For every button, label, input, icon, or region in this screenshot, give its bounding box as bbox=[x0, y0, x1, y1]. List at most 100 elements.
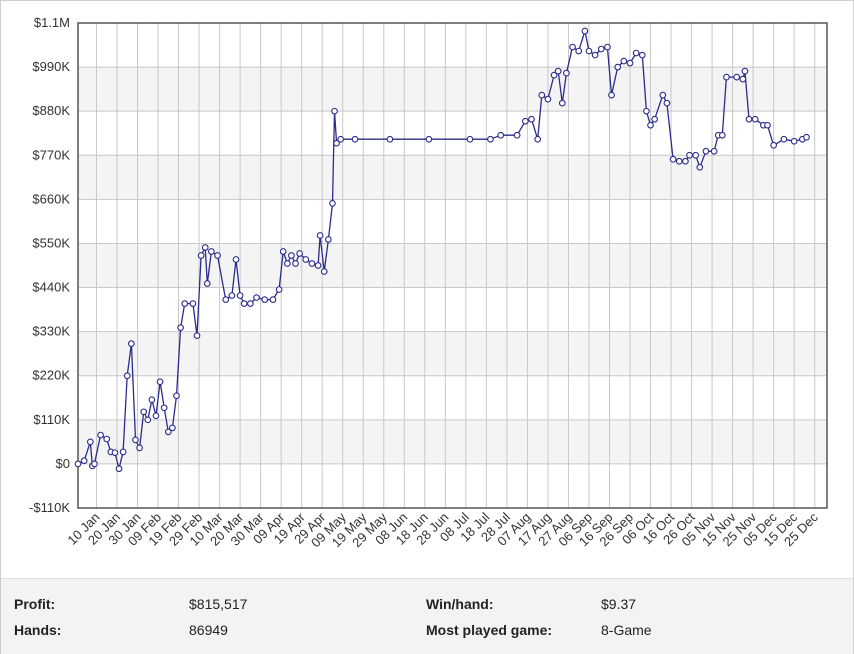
data-point bbox=[308, 260, 316, 267]
data-point bbox=[528, 115, 535, 123]
data-point bbox=[164, 428, 172, 436]
data-point bbox=[169, 424, 176, 432]
data-point bbox=[193, 332, 201, 339]
data-point bbox=[803, 133, 810, 141]
data-point bbox=[702, 147, 710, 155]
data-point bbox=[597, 45, 605, 53]
data-point bbox=[626, 59, 634, 67]
data-point bbox=[288, 252, 295, 259]
data-point bbox=[331, 107, 338, 115]
data-point bbox=[197, 252, 205, 259]
data-point bbox=[128, 340, 135, 348]
profit-label: Profit: bbox=[14, 596, 56, 612]
data-point bbox=[764, 121, 771, 129]
data-point bbox=[733, 73, 741, 81]
data-point bbox=[554, 67, 562, 75]
data-point bbox=[696, 163, 704, 171]
data-point bbox=[739, 75, 747, 83]
data-point bbox=[614, 63, 622, 71]
data-point bbox=[283, 260, 291, 267]
data-point bbox=[156, 378, 164, 386]
data-point bbox=[152, 412, 160, 420]
data-point bbox=[333, 139, 340, 147]
data-point bbox=[320, 268, 328, 275]
data-point bbox=[119, 448, 127, 456]
data-point bbox=[538, 91, 546, 99]
data-point bbox=[663, 99, 671, 107]
data-point bbox=[620, 57, 628, 65]
data-point bbox=[550, 71, 558, 79]
data-point bbox=[608, 91, 615, 99]
data-point bbox=[569, 43, 576, 51]
y-tick-label: $880K bbox=[32, 103, 70, 118]
data-point bbox=[581, 27, 589, 35]
data-point bbox=[86, 438, 94, 446]
data-point bbox=[214, 252, 221, 259]
data-point bbox=[632, 49, 640, 57]
data-point bbox=[544, 95, 552, 103]
horizontal-gridlines bbox=[78, 66, 827, 465]
data-point bbox=[575, 47, 583, 55]
data-point bbox=[638, 51, 646, 59]
data-point bbox=[325, 236, 332, 243]
win-per-hand-value: $9.37 bbox=[601, 596, 637, 612]
horizontal-band bbox=[78, 331, 827, 376]
data-point bbox=[80, 457, 88, 465]
y-tick-label: $330K bbox=[32, 324, 70, 339]
data-point bbox=[103, 435, 111, 443]
data-point bbox=[770, 141, 777, 149]
data-point bbox=[203, 280, 211, 287]
data-point bbox=[682, 157, 689, 165]
data-point bbox=[659, 91, 667, 99]
data-point bbox=[132, 436, 139, 444]
data-point bbox=[780, 135, 788, 143]
data-point bbox=[292, 260, 299, 267]
data-point bbox=[563, 69, 570, 77]
y-tick-label: $1.1M bbox=[34, 15, 70, 30]
data-point bbox=[647, 121, 654, 129]
data-point bbox=[247, 300, 254, 307]
data-point bbox=[751, 115, 759, 123]
data-point bbox=[521, 117, 529, 125]
data-point bbox=[140, 408, 148, 416]
data-point bbox=[591, 51, 599, 59]
data-point bbox=[111, 449, 119, 457]
hands-value: 86949 bbox=[189, 622, 228, 638]
win-per-hand-label: Win/hand: bbox=[426, 596, 494, 612]
y-tick-label: $0 bbox=[56, 456, 70, 471]
data-point bbox=[718, 131, 726, 139]
data-point bbox=[686, 151, 693, 159]
data-point bbox=[173, 392, 180, 400]
data-point bbox=[240, 300, 248, 307]
most-played-game-label: Most played game: bbox=[426, 622, 553, 638]
data-point bbox=[497, 131, 505, 139]
data-point bbox=[261, 296, 269, 303]
horizontal-band bbox=[78, 67, 827, 112]
data-point bbox=[329, 200, 336, 207]
data-point bbox=[745, 115, 753, 123]
data-point bbox=[136, 444, 143, 452]
y-tick-label: $990K bbox=[32, 59, 70, 74]
y-tick-label: $110K bbox=[33, 412, 70, 427]
profit-line-chart: -$110K $0 $110K $220K $330K $440K $550K $660K $7… bbox=[29, 15, 828, 550]
data-point bbox=[487, 135, 494, 143]
data-point bbox=[585, 47, 593, 55]
data-point bbox=[723, 73, 730, 81]
data-point bbox=[604, 43, 611, 51]
data-point bbox=[296, 250, 303, 257]
data-point bbox=[643, 107, 650, 115]
data-point bbox=[337, 135, 345, 143]
data-point bbox=[513, 131, 521, 139]
data-point bbox=[232, 256, 240, 263]
data-point bbox=[123, 372, 131, 380]
data-point bbox=[189, 300, 197, 307]
data-point bbox=[222, 296, 230, 303]
data-point bbox=[279, 248, 287, 255]
stats-panel: Profit: $815,517 Hands: 86949 Win/hand: … bbox=[1, 578, 853, 654]
data-point bbox=[302, 256, 310, 263]
data-point bbox=[208, 248, 215, 255]
y-tick-label: $440K bbox=[32, 280, 70, 295]
hands-label: Hands: bbox=[14, 622, 62, 638]
data-point bbox=[386, 135, 394, 143]
